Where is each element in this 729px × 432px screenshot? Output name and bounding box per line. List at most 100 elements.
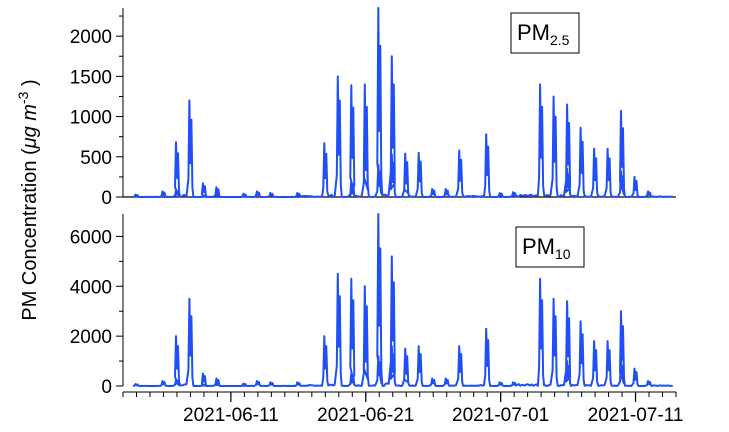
data-point: [188, 99, 191, 102]
data-point: [134, 383, 137, 385]
data-point: [445, 188, 447, 190]
y-tick-label: 1500: [70, 67, 112, 88]
x-tick-label: 2021-06-21: [317, 405, 414, 426]
label-layer: 0 500 1000 1500 2000 PM2.5 0 2000 4000 6000 PM10 20…: [15, 12, 684, 426]
data-point: [620, 170, 622, 172]
data-point: [391, 345, 393, 347]
data-point: [134, 193, 137, 196]
data-point: [593, 340, 595, 342]
axes-layer: [116, 8, 677, 402]
data-point: [499, 192, 501, 194]
data-point: [404, 348, 406, 350]
data-point: [364, 119, 366, 121]
data-point: [296, 381, 298, 383]
data-point: [499, 381, 501, 383]
data-point: [512, 191, 514, 193]
data-point: [647, 380, 649, 382]
y-tick-label: 4000: [70, 277, 112, 298]
data-point: [377, 355, 379, 357]
y-tick-label: 0: [101, 188, 112, 209]
data-point: [606, 148, 609, 150]
data-point: [202, 384, 204, 386]
data-point: [242, 193, 244, 195]
data-point: [445, 377, 447, 380]
data-point: [242, 382, 244, 385]
data-point: [485, 328, 487, 330]
data-point: [350, 186, 352, 188]
y-axis-label: PM Concentration (μg m-3 ): [15, 79, 41, 320]
series-layer: [132, 7, 673, 387]
data-point: [418, 345, 420, 347]
data-point: [458, 149, 460, 151]
data-point: [161, 190, 164, 192]
legend-box: [515, 226, 585, 268]
data-point: [431, 188, 433, 190]
data-point: [553, 95, 555, 98]
data-point: [296, 192, 298, 194]
data-point: [323, 335, 325, 337]
data-point: [512, 381, 514, 383]
data-point: [161, 380, 164, 382]
y-tick-label: 6000: [70, 227, 112, 248]
data-point: [215, 189, 218, 191]
data-point: [458, 345, 460, 347]
data-point: [391, 55, 393, 57]
data-point: [566, 300, 568, 302]
data-point: [269, 381, 271, 383]
data-point: [593, 148, 595, 150]
data-point: [256, 190, 258, 192]
data-point: [202, 195, 204, 197]
data-point: [391, 255, 393, 257]
data-point: [364, 315, 366, 317]
data-point: [647, 190, 649, 192]
y-tick-label: 500: [80, 148, 112, 169]
y-tick-label: 0: [101, 377, 112, 398]
data-point: [350, 278, 352, 280]
data-point: [539, 83, 541, 86]
data-point: [391, 153, 393, 155]
legend-label: PM2.5: [517, 20, 570, 48]
legend-box: [510, 12, 580, 54]
data-point: [202, 372, 204, 375]
data-point: [377, 7, 379, 9]
data-point: [350, 375, 352, 377]
data-point: [606, 340, 609, 342]
data-point: [566, 103, 568, 106]
data-point: [323, 142, 325, 144]
data-point: [350, 84, 352, 86]
data-point: [364, 285, 366, 287]
data-point: [337, 273, 339, 275]
data-point: [404, 152, 406, 155]
data-point: [175, 189, 177, 192]
data-point: [215, 186, 218, 188]
data-point: [404, 350, 406, 352]
data-point: [350, 372, 352, 375]
legend-label: PM10: [522, 234, 571, 262]
y-tick-label: 1000: [70, 108, 112, 129]
data-point: [350, 180, 352, 182]
data-point: [418, 152, 420, 154]
data-point: [620, 310, 622, 312]
data-point: [485, 133, 487, 135]
data-point: [579, 320, 582, 322]
y-tick-label: 2000: [70, 327, 112, 348]
data-point: [175, 379, 177, 381]
x-tick-label: 2021-07-01: [452, 405, 549, 426]
data-point: [620, 110, 622, 112]
y-tick-label: 2000: [70, 27, 112, 48]
data-point: [256, 380, 258, 382]
data-point: [188, 298, 191, 300]
data-point: [633, 367, 636, 370]
x-tick-label: 2021-06-11: [183, 405, 279, 426]
data-point: [620, 360, 622, 362]
data-point: [364, 83, 366, 86]
data-point: [175, 141, 177, 143]
data-point: [404, 157, 406, 159]
data-point: [431, 377, 433, 380]
data-point: [215, 379, 218, 381]
data-point: [337, 75, 339, 77]
data-point: [566, 360, 568, 362]
data-point: [175, 335, 177, 337]
x-tick-label: 2021-07-11: [588, 405, 684, 426]
